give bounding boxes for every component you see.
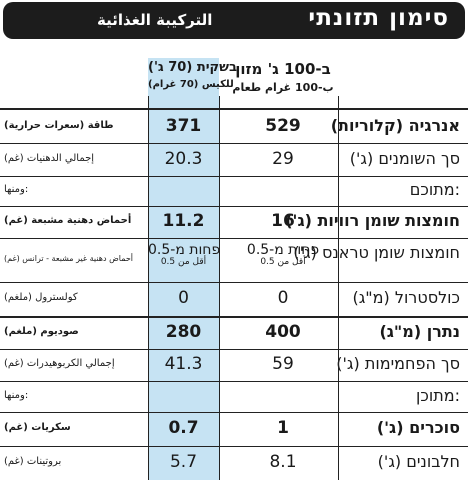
nutrient-name-hebrew: חומצות שומן רוויות (ג'): [285, 211, 460, 230]
nutrient-name-hebrew: סך השומנים (ג'): [349, 148, 460, 168]
table-row: סך הפחמימות (ג') إجمالي الكربوهيدرات (غم)…: [0, 349, 468, 381]
nutrient-name-hebrew: מתוכן:: [416, 385, 460, 405]
value-per-100g: 59: [228, 354, 338, 374]
table-row: כולסטרול (מ"ג) كولسترول (ملغم) 0 0: [0, 282, 468, 316]
value-per-bag-arabic: أقل من 0.5: [160, 257, 207, 267]
nutrient-name-hebrew: חלבונים (ג'): [377, 452, 460, 471]
value-per-bag-text: 371: [165, 115, 202, 136]
value-per-bag-text: 20.3: [164, 148, 203, 169]
header-rule: [0, 108, 468, 110]
value-per-100g: 529: [228, 116, 338, 136]
nutrient-name-arabic: صوديوم (ملغم): [4, 325, 79, 337]
value-per-bag-text: 11.2: [162, 211, 205, 231]
nutrient-name-hebrew: חומצות שומן טראנס (ג'): [293, 243, 460, 262]
table-row: סך השומנים (ג') إجمالي الدهنيات (غم) 29 20.…: [0, 143, 468, 176]
nutrient-name-hebrew: מתוכם:: [409, 180, 460, 199]
value-per-100g-text: 0: [277, 288, 289, 308]
row-divider: [0, 349, 468, 350]
row-divider: [0, 282, 468, 283]
nutrient-name-arabic: طاقة (سعرات حرارية): [4, 119, 114, 131]
header-title-hebrew: סימון תזונתי: [308, 5, 449, 31]
value-per-bag: 11.2: [148, 211, 219, 231]
value-per-bag-text: 5.7: [169, 452, 198, 472]
value-per-bag-text: 0.7: [168, 418, 199, 438]
nutrient-name-arabic: كولسترول (ملغم): [4, 292, 78, 303]
nutrient-name-arabic: أحماض دهنية غير مشبعة - ترانس (غم): [4, 254, 133, 263]
row-divider: [0, 206, 468, 207]
value-per-bag: 5.7: [148, 452, 219, 472]
table-row: מתוכן: ومنها:: [0, 381, 468, 412]
value-per-bag-text: 0: [178, 288, 189, 308]
value-per-bag: 371: [148, 116, 219, 136]
nutrient-name-arabic: بروتينات (غم): [4, 456, 62, 467]
table-row: סוכרים (ג') سكريات (غم) 1 0.7: [0, 412, 468, 446]
nutrient-name-arabic: ومنها:: [4, 389, 29, 401]
nutrient-name-hebrew: אנרגיה (קלוריות): [330, 115, 460, 135]
nutrient-name-arabic: أحماض دهنية مشبعة (غم): [4, 215, 132, 226]
column-divider: [338, 96, 339, 480]
row-divider: [0, 238, 468, 239]
table-row: חומצות שומן רוויות (ג') أحماض دهنية مشبعة…: [0, 206, 468, 238]
value-per-bag-text: 280: [165, 321, 202, 342]
bag-header-hebrew: בשקית (70 ג'): [148, 60, 237, 75]
value-per-100g: 0: [228, 288, 338, 308]
row-divider: [0, 143, 468, 144]
value-per-100g: 400: [228, 322, 338, 342]
table-row: מתוכם: ومنها:: [0, 176, 468, 206]
value-per-bag: 0.7: [148, 418, 219, 438]
bag-column-header: בשקית (70 ג') للكيس (70 غرام): [148, 60, 237, 90]
row-divider: [0, 316, 468, 318]
nutrient-name-hebrew: סך הפחמימות (ג'): [336, 354, 460, 373]
per100-column-header: ב-100 ג' מזון ب-100 غرام طعام: [228, 60, 338, 94]
value-per-100g-arabic: أقل من 0.5: [260, 257, 306, 267]
bag-header-arabic: للكيس (70 غرام): [148, 79, 234, 90]
nutrient-name-hebrew: סוכרים (ג'): [376, 418, 460, 437]
table-row: נתרן (מ"ג) صوديوم (ملغم) 400 280: [0, 316, 468, 349]
bag-column-highlight: [148, 58, 219, 480]
value-per-100g-text: 1: [277, 418, 289, 438]
value-per-100g-text: 529: [265, 115, 301, 136]
nutrient-name-arabic: ومنها:: [4, 184, 29, 195]
value-per-100g-text: 59: [272, 354, 294, 374]
table-row: חומצות שומן טראנס (ג') أحماض دهنية غير مش…: [0, 238, 468, 282]
value-per-bag: פחות מ-0.5 أقل من 0.5: [148, 239, 221, 267]
per100-header-arabic: ب-100 غرام طعام: [232, 81, 334, 94]
table-row: אנרגיה (קלוריות) طاقة (سعرات حرارية) 529 37…: [0, 110, 468, 143]
value-per-100g: 8.1: [228, 452, 338, 472]
per100-header-hebrew: ב-100 ג' מזון: [235, 60, 331, 78]
value-per-100g-text: 8.1: [269, 452, 297, 472]
value-per-100g-text: פחות מ-0.5: [246, 242, 320, 258]
nutrient-name-arabic: إجمالي الكربوهيدرات (غم): [4, 358, 115, 369]
header-title-arabic: التركيبة الغذائية: [97, 11, 213, 29]
nutrient-name-arabic: سكريات (غم): [4, 422, 71, 433]
row-divider: [0, 381, 468, 382]
row-divider: [0, 412, 468, 413]
value-per-bag: 41.3: [148, 354, 219, 374]
value-per-bag: 20.3: [148, 149, 219, 169]
nutrient-name-hebrew: כולסטרול (מ"ג): [352, 288, 460, 307]
column-divider: [148, 96, 149, 480]
value-per-100g: 16: [228, 211, 338, 231]
column-divider: [219, 96, 220, 480]
value-per-bag-text: פחות מ-0.5: [148, 242, 221, 258]
value-per-bag: 280: [148, 322, 219, 342]
row-divider: [0, 176, 468, 177]
value-per-100g: 1: [228, 418, 338, 438]
row-divider: [0, 446, 468, 447]
label-header: التركيبة الغذائية סימון תזונתי: [3, 2, 465, 39]
table-row: חלבונים (ג') بروتينات (غم) 8.1 5.7: [0, 446, 468, 480]
nutrient-name-hebrew: נתרן (מ"ג): [379, 321, 460, 341]
nutrient-name-arabic: إجمالي الدهنيات (غم): [4, 152, 95, 164]
value-per-100g-text: 29: [272, 148, 294, 169]
value-per-100g-text: 400: [265, 321, 301, 342]
value-per-bag-text: 41.3: [164, 354, 203, 374]
value-per-bag: 0: [148, 288, 219, 308]
value-per-100g: פחות מ-0.5 أقل من 0.5: [228, 239, 338, 267]
value-per-100g-text: 16: [271, 211, 295, 231]
value-per-100g: 29: [228, 149, 338, 169]
